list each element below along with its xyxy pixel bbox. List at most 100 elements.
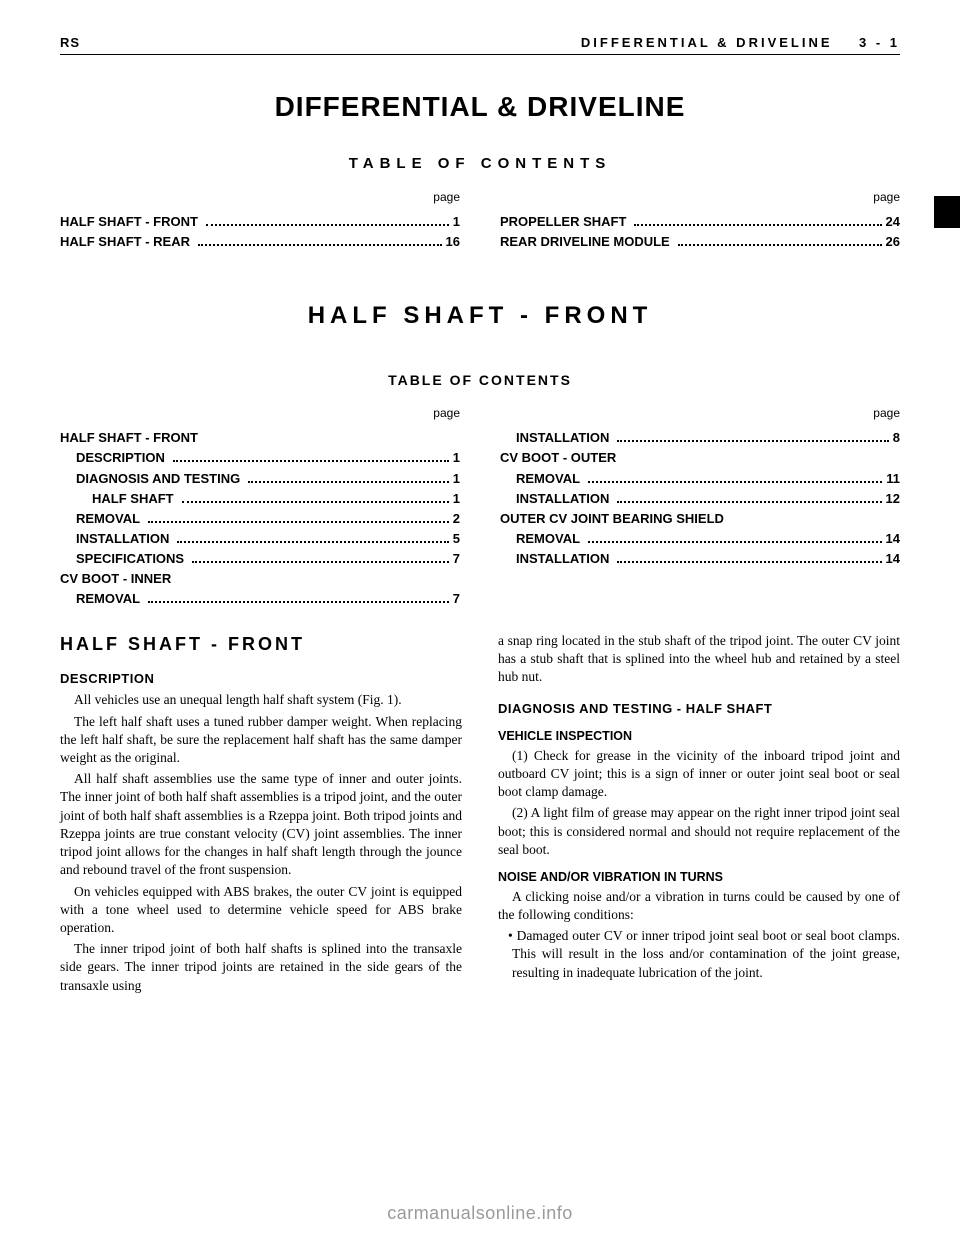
header-rule: [60, 54, 900, 55]
toc-entry: HALF SHAFT - REAR 16: [60, 232, 460, 252]
toc-page: 14: [886, 549, 900, 569]
toc-label: HALF SHAFT - REAR: [60, 232, 190, 252]
toc-page: 5: [453, 529, 460, 549]
toc-leader: [177, 541, 448, 543]
toc-label: INSTALLATION: [516, 489, 609, 509]
page-label-right: page: [500, 190, 900, 204]
toc-sub-left: HALF SHAFT - FRONTDESCRIPTION1DIAGNOSIS …: [60, 428, 460, 609]
footer-watermark: carmanualsonline.info: [0, 1203, 960, 1224]
toc-main: HALF SHAFT - FRONT 1 HALF SHAFT - REAR 16 P…: [60, 212, 900, 252]
document-title: DIFFERENTIAL & DRIVELINE: [60, 91, 900, 123]
body-h3-diagnosis: DIAGNOSIS AND TESTING - HALF SHAFT: [498, 700, 900, 718]
toc-page: 24: [886, 212, 900, 232]
paragraph: On vehicles equipped with ABS brakes, th…: [60, 883, 462, 938]
toc-page: 7: [453, 589, 460, 609]
body-h4-noise: NOISE AND/OR VIBRATION IN TURNS: [498, 869, 900, 886]
page-header: RS DIFFERENTIAL & DRIVELINE 3 - 1: [60, 35, 900, 50]
toc-entry: DESCRIPTION 1: [60, 448, 460, 468]
toc-leader: [148, 521, 449, 523]
toc-subheading: TABLE OF CONTENTS: [60, 372, 900, 388]
section-tab: [934, 196, 960, 228]
toc-leader: [617, 501, 881, 503]
toc-label: CV BOOT - OUTER: [500, 448, 616, 468]
toc-leader: [148, 601, 449, 603]
toc-leader: [588, 481, 882, 483]
toc-label: HALF SHAFT - FRONT: [60, 212, 198, 232]
toc-label: INSTALLATION: [516, 428, 609, 448]
toc-leader: [206, 224, 449, 226]
toc-entry: REAR DRIVELINE MODULE 26: [500, 232, 900, 252]
toc-heading: TABLE OF CONTENTS: [60, 155, 900, 172]
toc-leader: [192, 561, 449, 563]
toc-page: 7: [453, 549, 460, 569]
toc-page: 2: [453, 509, 460, 529]
paragraph: a snap ring located in the stub shaft of…: [498, 632, 900, 687]
toc-label: CV BOOT - INNER: [60, 569, 171, 589]
toc-label: INSTALLATION: [76, 529, 169, 549]
toc-entry: REMOVAL 11: [500, 469, 900, 489]
toc-entry: CV BOOT - INNER: [60, 569, 460, 589]
toc-page: 1: [453, 212, 460, 232]
toc-leader: [173, 460, 449, 462]
toc-label: REMOVAL: [76, 509, 140, 529]
bullet: • Damaged outer CV or inner tripod joint…: [498, 927, 900, 982]
toc-entry: DIAGNOSIS AND TESTING 1: [60, 469, 460, 489]
header-left: RS: [60, 35, 80, 50]
toc-page: 16: [446, 232, 460, 252]
toc-page: 1: [453, 469, 460, 489]
toc-leader: [248, 481, 449, 483]
toc-entry: SPECIFICATIONS 7: [60, 549, 460, 569]
paragraph: A clicking noise and/or a vibration in t…: [498, 888, 900, 924]
paragraph: (1) Check for grease in the vicinity of …: [498, 747, 900, 802]
body-h3-description: DESCRIPTION: [60, 670, 462, 688]
toc-leader: [588, 541, 881, 543]
toc-sub: HALF SHAFT - FRONTDESCRIPTION1DIAGNOSIS …: [60, 428, 900, 609]
toc-entry: REMOVAL 7: [60, 589, 460, 609]
toc-entry: HALF SHAFT1: [60, 489, 460, 509]
toc-page: 26: [886, 232, 900, 252]
toc-entry: HALF SHAFT - FRONT: [60, 428, 460, 448]
toc-page: 8: [893, 428, 900, 448]
page-label-left: page: [60, 190, 460, 204]
toc-entry: REMOVAL 2: [60, 509, 460, 529]
toc-leader: [678, 244, 882, 246]
toc-entry: INSTALLATION 12: [500, 489, 900, 509]
toc-main-right: PROPELLER SHAFT 24 REAR DRIVELINE MODULE 26: [500, 212, 900, 252]
toc-page: 11: [886, 469, 900, 489]
toc-entry: INSTALLATION14: [500, 549, 900, 569]
toc-main-left: HALF SHAFT - FRONT 1 HALF SHAFT - REAR 16: [60, 212, 460, 252]
toc-entry: INSTALLATION 8: [500, 428, 900, 448]
toc-leader: [634, 224, 881, 226]
body-h4-inspection: VEHICLE INSPECTION: [498, 728, 900, 745]
paragraph: All half shaft assemblies use the same t…: [60, 770, 462, 879]
toc-label: REMOVAL: [76, 589, 140, 609]
section-title: HALF SHAFT - FRONT: [60, 302, 900, 330]
toc-page-labels: page page: [60, 190, 900, 204]
toc-label: REAR DRIVELINE MODULE: [500, 232, 670, 252]
page-label-left: page: [60, 406, 460, 420]
body-columns: HALF SHAFT - FRONT DESCRIPTION All vehic…: [60, 632, 900, 998]
toc-label: HALF SHAFT - FRONT: [60, 428, 198, 448]
toc-label: DIAGNOSIS AND TESTING: [76, 469, 240, 489]
toc-page: 1: [453, 448, 460, 468]
toc-sub-right: INSTALLATION8CV BOOT - OUTERREMOVAL11INS…: [500, 428, 900, 609]
header-right: DIFFERENTIAL & DRIVELINE 3 - 1: [581, 35, 900, 50]
toc-label: DESCRIPTION: [76, 448, 165, 468]
toc-sub-page-labels: page page: [60, 406, 900, 420]
paragraph: The left half shaft uses a tuned rubber …: [60, 713, 462, 768]
toc-page: 1: [453, 489, 460, 509]
toc-entry: HALF SHAFT - FRONT 1: [60, 212, 460, 232]
toc-label: SPECIFICATIONS: [76, 549, 184, 569]
toc-label: REMOVAL: [516, 529, 580, 549]
toc-leader: [617, 440, 888, 442]
paragraph: The inner tripod joint of both half shaf…: [60, 940, 462, 995]
toc-entry: INSTALLATION 5: [60, 529, 460, 549]
toc-label: REMOVAL: [516, 469, 580, 489]
toc-page: 14: [886, 529, 900, 549]
toc-entry: CV BOOT - OUTER: [500, 448, 900, 468]
toc-label: PROPELLER SHAFT: [500, 212, 626, 232]
toc-page: 12: [886, 489, 900, 509]
toc-leader: [198, 244, 442, 246]
page-label-right: page: [500, 406, 900, 420]
toc-entry: REMOVAL 14: [500, 529, 900, 549]
